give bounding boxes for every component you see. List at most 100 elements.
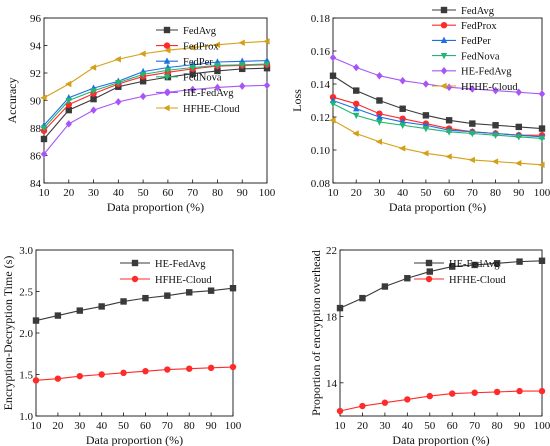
data-point (32, 377, 40, 384)
data-point (90, 88, 97, 95)
data-point (263, 61, 271, 68)
x-tick-label: 100 (534, 420, 550, 432)
data-point (213, 41, 221, 49)
data-point (65, 97, 72, 105)
series-line (43, 84, 268, 155)
data-point (214, 62, 221, 70)
legend-label: FedAvg (183, 26, 217, 37)
legend-marker (425, 259, 433, 267)
x-tick-label: 70 (162, 420, 174, 432)
data-point (352, 130, 359, 137)
chart-panel-2: 10 20 30 40 50 60 70 80 90 100 0.08 0.10 0.12 0.14 0.1… (290, 6, 550, 214)
data-point (375, 138, 383, 145)
x-tick-label: 30 (74, 420, 86, 432)
data-point (493, 260, 501, 267)
y-tick-label: 0.14 (311, 79, 331, 91)
data-point (492, 132, 499, 139)
series-line (339, 260, 543, 309)
x-tick-label: 80 (184, 420, 196, 432)
y-tick-label: 0.12 (311, 112, 330, 124)
legend: HE-FedAvg HFHE-Cloud (120, 259, 212, 286)
data-point (189, 85, 196, 94)
legend-marker (440, 36, 448, 43)
data-point (469, 120, 476, 127)
data-point (120, 298, 127, 305)
data-point (229, 363, 237, 371)
data-point (336, 304, 344, 312)
x-tick-label: 10 (328, 187, 340, 199)
data-point (89, 64, 97, 71)
x-tick-label: 20 (351, 187, 363, 199)
x-tick-label: 50 (420, 187, 432, 199)
legend-label: FedAvg (461, 6, 495, 17)
x-tick-label: 40 (397, 187, 409, 199)
y-tick-label: 96 (30, 13, 42, 25)
legend-marker (440, 6, 448, 14)
y-tick-label: 1.0 (19, 411, 33, 423)
data-point (515, 123, 522, 131)
x-tick-label: 60 (140, 420, 152, 432)
data-point (404, 396, 411, 403)
data-point (139, 92, 147, 101)
data-point (90, 106, 97, 114)
plot-frame (332, 17, 543, 184)
data-point (54, 375, 62, 382)
x-tick-label: 40 (402, 420, 414, 432)
x-tick-label: 60 (447, 420, 459, 432)
data-point (139, 78, 147, 85)
series-fednova (40, 61, 271, 132)
y-axis-label: Proportion of encryption overhead (309, 250, 323, 416)
data-point (353, 63, 360, 72)
data-point (139, 71, 147, 79)
data-point (538, 387, 546, 395)
data-point (353, 112, 360, 120)
x-tick-label: 100 (225, 420, 242, 432)
data-point (164, 47, 171, 54)
data-point (469, 130, 476, 138)
data-point (538, 90, 546, 98)
series-line (43, 40, 268, 99)
y-tick-label: 88 (30, 123, 42, 135)
series-line (332, 99, 543, 138)
legend-label: HFHE-Cloud (449, 275, 506, 286)
data-point (329, 53, 337, 62)
data-point (376, 119, 383, 126)
legend-label: HE-FedAvg (461, 67, 512, 78)
y-tick-label: 84 (30, 178, 42, 190)
data-point (449, 390, 456, 397)
data-point (381, 283, 389, 290)
x-tick-label: 60 (162, 187, 174, 199)
x-tick-label: 20 (63, 187, 75, 199)
data-point (515, 88, 522, 97)
data-point (229, 284, 237, 292)
data-point (114, 56, 121, 63)
data-point (471, 261, 478, 269)
data-point (398, 145, 406, 152)
legend-label: FedProx (461, 21, 497, 32)
series-line (43, 64, 268, 132)
y-axis-label: Encryption-Decryption Time (s) (1, 256, 15, 411)
data-point (239, 62, 246, 69)
data-point (329, 117, 336, 124)
data-point (353, 87, 360, 94)
series-he-fedavg (336, 257, 546, 312)
legend-marker (131, 259, 139, 267)
y-tick-label: 14 (326, 378, 338, 390)
data-point (538, 125, 546, 132)
legend-label: HFHE-Cloud (461, 82, 518, 93)
data-point (164, 292, 171, 299)
data-point (445, 117, 453, 124)
data-point (399, 122, 406, 130)
x-tick-label: 70 (187, 187, 199, 199)
x-tick-label: 20 (357, 420, 369, 432)
x-tick-label: 90 (237, 187, 249, 199)
x-tick-label: 10 (31, 420, 43, 432)
x-tick-label: 30 (374, 187, 386, 199)
y-tick-label: 2.5 (19, 287, 33, 299)
data-point (422, 150, 429, 157)
y-tick-label: 0.18 (311, 13, 331, 25)
data-point (471, 389, 478, 396)
data-point (164, 67, 172, 75)
data-point (468, 156, 475, 164)
